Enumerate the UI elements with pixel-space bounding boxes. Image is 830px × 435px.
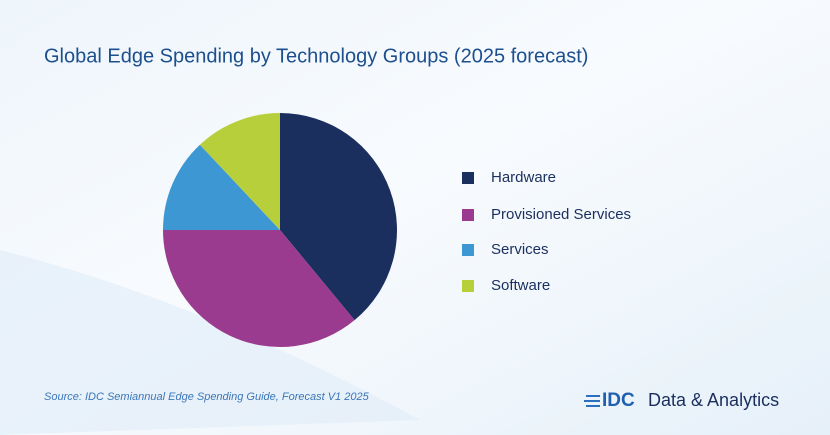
legend-swatch	[462, 280, 474, 292]
pie	[163, 113, 398, 348]
legend-label: Hardware	[491, 169, 556, 186]
legend-swatch	[462, 209, 474, 221]
legend-label: Services	[491, 241, 549, 258]
legend: Hardware Provisioned Services Services Soft…	[462, 169, 631, 294]
pie-slice	[199, 113, 280, 230]
legend-swatch	[462, 172, 474, 184]
pie-slice	[280, 113, 398, 321]
brand-tagline: Data & Analytics	[648, 390, 779, 410]
chart-title: Global Edge Spending by Technology Group…	[44, 45, 588, 67]
legend-swatch	[462, 244, 474, 256]
brand: IDC	[602, 390, 635, 411]
legend-label: Provisioned Services	[491, 206, 631, 223]
pie-slice	[163, 230, 355, 348]
brand-icon	[584, 395, 600, 407]
legend-label: Software	[491, 277, 550, 294]
pie-slice	[163, 144, 280, 230]
background-wave	[0, 250, 420, 435]
source: Source: IDC Semiannual Edge Spending Gui…	[44, 391, 370, 403]
